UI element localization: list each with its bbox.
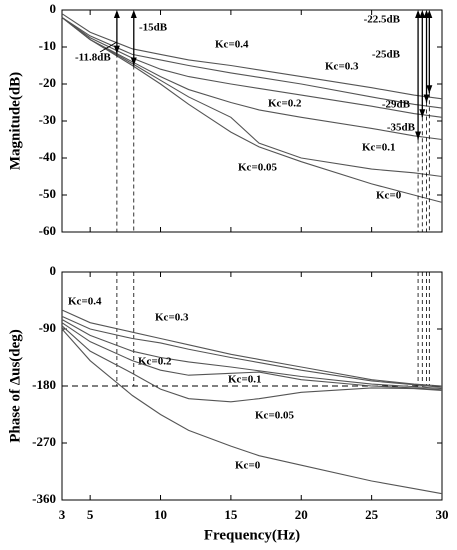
series-label: Kc=0.1: [228, 374, 261, 386]
y-axis-label: Magnitude(dB): [7, 72, 23, 170]
series-label: Kc=0.2: [268, 98, 302, 110]
series-line: [61, 319, 443, 390]
arrow-label: -11.8dB: [75, 52, 111, 64]
series-label: Kc=0.4: [68, 296, 102, 308]
leader-line: [99, 41, 118, 53]
series-line: [61, 325, 443, 403]
x-tick-label: 20: [295, 507, 308, 522]
x-tick-label: 5: [87, 507, 94, 522]
arrow-label: -35dB: [387, 122, 416, 134]
series-label: Kc=0.05: [238, 162, 277, 174]
series-line: [61, 16, 443, 109]
y-tick-label: -10: [39, 38, 56, 53]
x-tick-label: 15: [224, 507, 238, 522]
y-tick-label: -20: [39, 75, 56, 90]
y-tick-label: 0: [50, 1, 57, 16]
series-label: Kc=0.05: [255, 410, 294, 422]
series-label: Kc=0.3: [155, 312, 189, 324]
y-tick-label: -360: [32, 491, 56, 506]
series-line: [61, 16, 443, 141]
y-tick-label: 0: [50, 263, 57, 278]
series-line: [61, 16, 443, 203]
y-tick-label: -40: [39, 149, 56, 164]
series-label: Kc=0: [376, 190, 402, 202]
series-line: [61, 315, 443, 388]
series-line: [61, 328, 443, 495]
series-label: Kc=0: [235, 460, 261, 472]
series-line: [61, 16, 443, 118]
x-tick-label: 30: [436, 507, 449, 522]
x-tick-label: 10: [154, 507, 167, 522]
y-tick-label: -30: [39, 112, 56, 127]
series-label: Kc=0.4: [215, 39, 249, 51]
arrow-label: -29dB: [382, 99, 411, 111]
series-label: Kc=0.2: [138, 356, 172, 368]
series-label: Kc=0.3: [325, 61, 359, 73]
x-tick-label: 25: [365, 507, 379, 522]
y-tick-label: -180: [32, 377, 56, 392]
series-line: [61, 322, 443, 391]
x-tick-label: 3: [59, 507, 66, 522]
y-axis-label: Phase of Δus(deg): [7, 329, 23, 443]
series-line: [61, 13, 443, 100]
y-tick-label: -60: [39, 223, 56, 238]
arrow-label: -22.5dB: [364, 14, 401, 26]
y-tick-label: -90: [39, 320, 56, 335]
y-tick-label: -270: [32, 434, 56, 449]
series-line: [61, 309, 443, 387]
series-line: [61, 16, 443, 178]
y-tick-label: -50: [39, 186, 56, 201]
x-axis-label: Frequency(Hz): [204, 527, 300, 543]
arrow-label: -25dB: [372, 49, 401, 61]
arrow-label: -15dB: [139, 22, 168, 34]
series-label: Kc=0.1: [362, 142, 395, 154]
